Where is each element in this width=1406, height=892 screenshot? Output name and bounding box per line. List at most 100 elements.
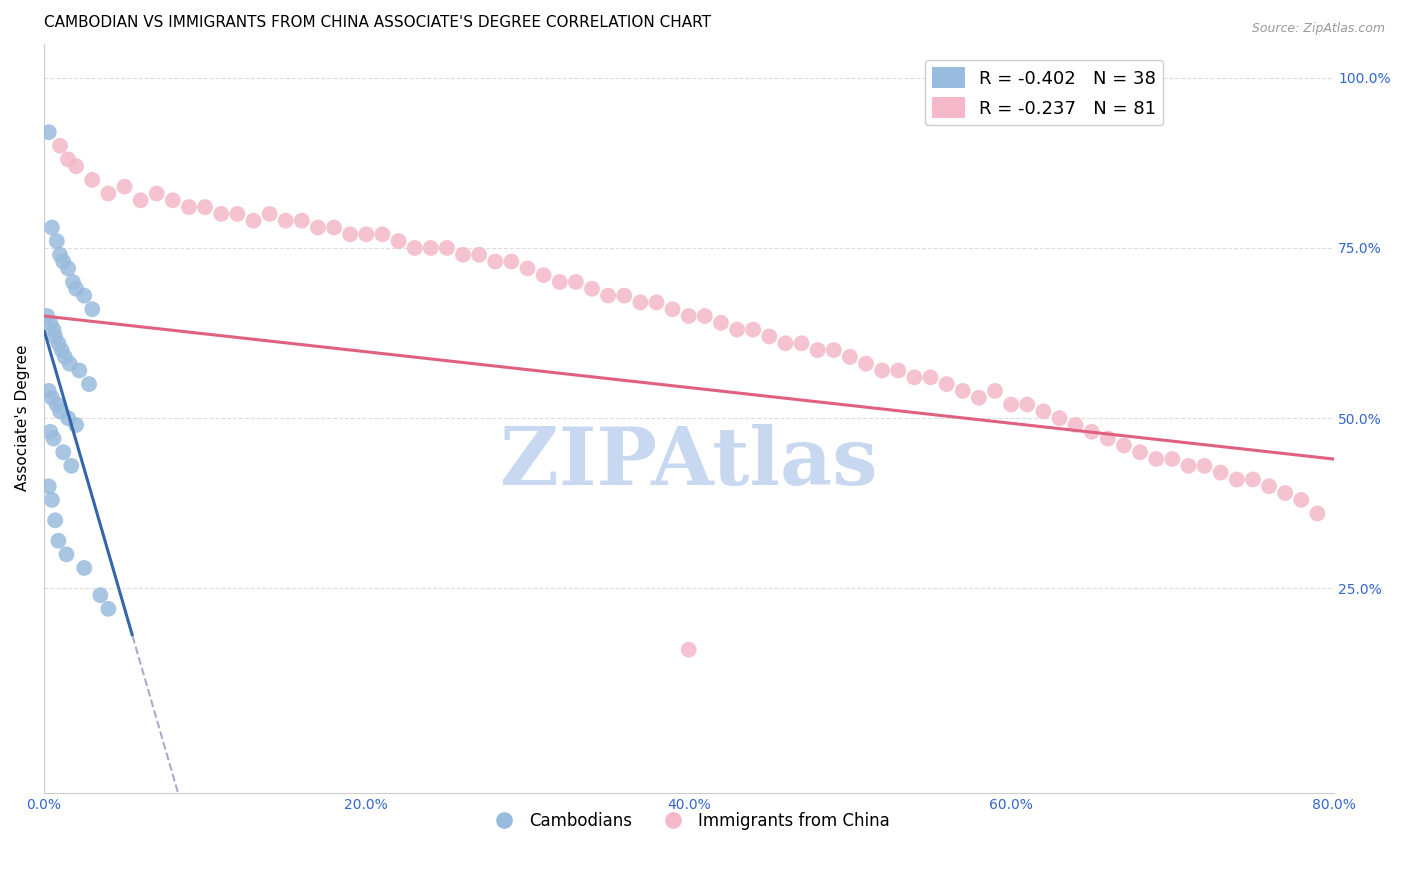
Point — [52, 254, 75, 268]
Point — [371, 227, 394, 242]
Point — [387, 234, 409, 248]
Point — [645, 295, 668, 310]
Point — [1129, 445, 1152, 459]
Point — [38, 479, 60, 493]
Point — [565, 275, 588, 289]
Point — [114, 179, 136, 194]
Point — [73, 288, 96, 302]
Point — [1177, 458, 1199, 473]
Legend: Cambodians, Immigrants from China: Cambodians, Immigrants from China — [481, 805, 897, 837]
Point — [82, 173, 104, 187]
Point — [920, 370, 942, 384]
Point — [339, 227, 361, 242]
Point — [887, 363, 910, 377]
Point — [194, 200, 217, 214]
Point — [1241, 472, 1264, 486]
Point — [307, 220, 329, 235]
Point — [758, 329, 780, 343]
Point — [725, 323, 748, 337]
Point — [838, 350, 860, 364]
Point — [44, 513, 66, 527]
Point — [1161, 452, 1184, 467]
Point — [226, 207, 249, 221]
Point — [661, 302, 683, 317]
Point — [209, 207, 232, 221]
Point — [870, 363, 893, 377]
Point — [678, 309, 700, 323]
Point — [41, 492, 63, 507]
Point — [775, 336, 797, 351]
Point — [77, 377, 100, 392]
Point — [67, 363, 90, 377]
Point — [38, 384, 60, 398]
Point — [62, 275, 84, 289]
Point — [97, 602, 120, 616]
Point — [1017, 398, 1039, 412]
Point — [468, 248, 491, 262]
Point — [710, 316, 733, 330]
Point — [516, 261, 538, 276]
Point — [451, 248, 474, 262]
Point — [242, 213, 264, 227]
Point — [259, 207, 281, 221]
Point — [162, 194, 184, 208]
Point — [935, 377, 957, 392]
Point — [129, 194, 152, 208]
Point — [984, 384, 1007, 398]
Point — [678, 642, 700, 657]
Point — [38, 125, 60, 139]
Y-axis label: Associate's Degree: Associate's Degree — [15, 345, 30, 491]
Point — [49, 404, 72, 418]
Point — [145, 186, 167, 201]
Point — [1194, 458, 1216, 473]
Point — [41, 391, 63, 405]
Point — [59, 357, 82, 371]
Point — [37, 309, 59, 323]
Point — [52, 445, 75, 459]
Point — [548, 275, 571, 289]
Point — [581, 282, 603, 296]
Point — [291, 213, 314, 227]
Point — [1080, 425, 1102, 439]
Point — [48, 336, 70, 351]
Point — [1226, 472, 1249, 486]
Text: ZIPAtlas: ZIPAtlas — [501, 424, 877, 502]
Point — [356, 227, 378, 242]
Point — [419, 241, 441, 255]
Point — [1258, 479, 1281, 493]
Point — [501, 254, 523, 268]
Point — [44, 329, 66, 343]
Text: Source: ZipAtlas.com: Source: ZipAtlas.com — [1251, 22, 1385, 36]
Point — [97, 186, 120, 201]
Point — [967, 391, 990, 405]
Point — [790, 336, 813, 351]
Point — [49, 138, 72, 153]
Point — [53, 350, 76, 364]
Point — [613, 288, 636, 302]
Point — [1064, 417, 1087, 432]
Point — [1209, 466, 1232, 480]
Point — [436, 241, 458, 255]
Point — [1000, 398, 1022, 412]
Point — [42, 323, 65, 337]
Point — [1274, 486, 1296, 500]
Point — [39, 316, 62, 330]
Point — [45, 398, 67, 412]
Point — [807, 343, 830, 357]
Point — [628, 295, 651, 310]
Point — [60, 458, 83, 473]
Point — [56, 411, 79, 425]
Point — [65, 282, 87, 296]
Point — [952, 384, 974, 398]
Point — [484, 254, 506, 268]
Point — [598, 288, 620, 302]
Point — [41, 220, 63, 235]
Point — [404, 241, 426, 255]
Point — [1144, 452, 1167, 467]
Point — [55, 547, 77, 561]
Point — [65, 417, 87, 432]
Point — [903, 370, 925, 384]
Point — [1032, 404, 1054, 418]
Point — [49, 248, 72, 262]
Point — [56, 261, 79, 276]
